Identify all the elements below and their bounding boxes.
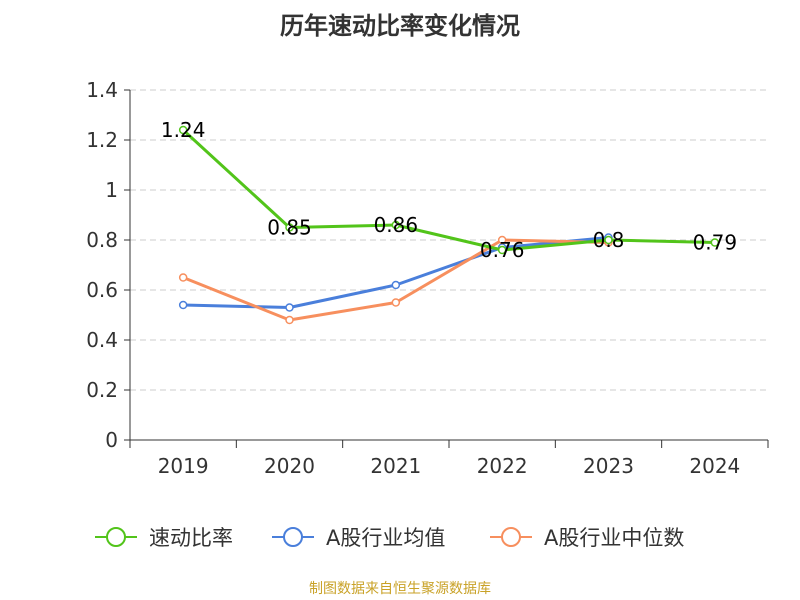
legend-marker: [283, 527, 303, 547]
y-tick-label: 0.8: [86, 228, 118, 252]
data-point: [285, 315, 294, 325]
y-tick-label: 1.2: [86, 128, 118, 152]
x-tick-label: 2024: [689, 454, 740, 478]
data-point: [285, 223, 294, 232]
x-tick-label: 2020: [264, 454, 315, 478]
data-label: 0.76: [480, 238, 525, 262]
series-line-1: [183, 236, 609, 309]
axes: 0 0.2 0.4 0.6 0.8 1 1.2 1.4 2019 2020 2021 2022 2023…: [86, 78, 769, 478]
y-tick-label: 0.6: [86, 278, 118, 302]
data-point: [391, 280, 401, 290]
data-point: [604, 235, 613, 245]
legend-label: 速动比率: [149, 526, 233, 550]
series-line-0: [182, 128, 715, 252]
y-tick-label: 1.4: [86, 78, 118, 102]
x-tick-label: 2021: [370, 454, 421, 478]
legend-label: A股行业均值: [326, 526, 445, 550]
data-point: [497, 245, 507, 255]
data-point: [178, 125, 188, 135]
data-labels: 1.24 0.85 0.86 0.76 0.8 0.79: [161, 118, 737, 262]
data-label: 1.24: [161, 118, 206, 142]
y-tick-label: 0: [105, 428, 118, 452]
legend-marker: [106, 527, 126, 547]
legend-item: A股行业均值: [272, 526, 445, 550]
data-point: [391, 220, 401, 230]
data-point: [497, 235, 507, 245]
series-lines: [178, 125, 720, 325]
data-source-note: 制图数据来自恒生聚源数据库: [309, 581, 491, 597]
legend: 速动比率 A股行业均值 A股行业中位数: [95, 526, 684, 550]
x-tick-label: 2022: [477, 454, 528, 478]
data-label: 0.79: [693, 231, 738, 255]
data-point: [285, 303, 294, 312]
legend-marker: [501, 527, 521, 547]
legend-label: A股行业中位数: [544, 526, 684, 550]
data-point: [178, 300, 188, 310]
y-tick-label: 0.2: [86, 378, 118, 402]
data-point: [178, 273, 188, 282]
legend-item: A股行业中位数: [490, 526, 684, 550]
y-tick-label: 1: [105, 178, 118, 202]
x-tick-label: 2019: [158, 454, 209, 478]
data-label: 0.85: [267, 216, 312, 240]
data-label: 0.86: [374, 213, 419, 237]
chart-title: 历年速动比率变化情况: [280, 12, 520, 40]
data-point: [391, 298, 401, 307]
data-label: 0.8: [593, 228, 625, 252]
y-tick-label: 0.4: [86, 328, 118, 352]
data-point: [710, 238, 720, 247]
legend-item: 速动比率: [95, 526, 233, 550]
x-tick-label: 2023: [583, 454, 634, 478]
